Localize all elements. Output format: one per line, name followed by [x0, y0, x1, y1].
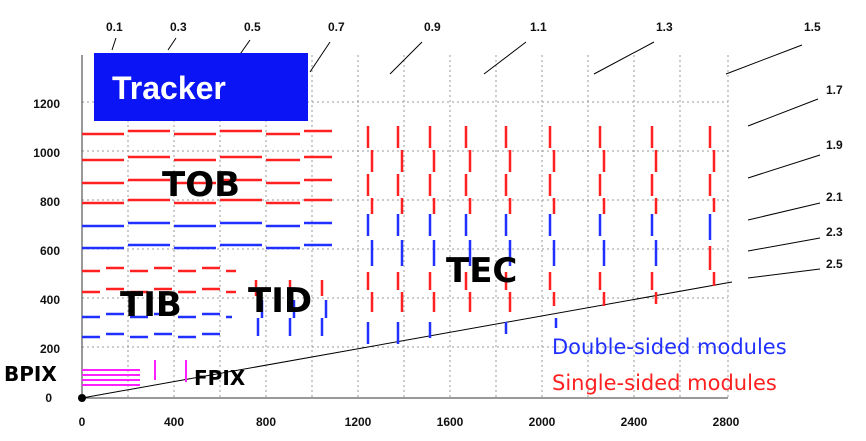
pixel-modules [82, 360, 187, 386]
x-tick-2000: 2000 [529, 415, 556, 429]
y-tick-1000: 1000 [33, 146, 60, 160]
eta-label-0.5: 0.5 [244, 20, 261, 34]
legend-single-sided: Single-sided modules [552, 371, 777, 395]
title-box [94, 53, 308, 121]
x-tick-0: 0 [79, 415, 86, 429]
label-fpix: FPIX [194, 366, 246, 390]
eta-label-1.9: 1.9 [826, 138, 843, 152]
eta-label-1.3: 1.3 [656, 20, 673, 34]
title: Tracker [112, 70, 226, 106]
eta-lines [111, 37, 821, 279]
tob-modules [82, 129, 332, 250]
eta-label-1.7: 1.7 [826, 83, 843, 97]
label-bpix: BPIX [4, 362, 57, 386]
y-axis-ticks: 0 200 400 600 800 1000 1200 [33, 97, 60, 405]
region-labels: TOB TIB TID TEC BPIX FPIX [4, 165, 517, 390]
eta-label-0.7: 0.7 [328, 20, 345, 34]
eta-label-1.1: 1.1 [530, 20, 547, 34]
y-tick-600: 600 [40, 244, 60, 258]
legend: Double-sided modules Single-sided module… [552, 335, 787, 395]
label-tec: TEC [446, 251, 517, 291]
label-tid: TID [248, 281, 312, 321]
legend-double-sided: Double-sided modules [552, 335, 787, 359]
eta-label-2.5: 2.5 [826, 257, 843, 271]
y-tick-400: 400 [40, 293, 60, 307]
x-tick-1200: 1200 [345, 415, 372, 429]
acceptance-line [81, 281, 733, 399]
origin-dot [78, 394, 86, 402]
tib-modules [82, 266, 236, 339]
eta-label-2.1: 2.1 [826, 190, 843, 204]
x-tick-1600: 1600 [437, 415, 464, 429]
eta-label-2.3: 2.3 [826, 225, 843, 239]
eta-label-1.5: 1.5 [804, 20, 821, 34]
eta-label-0.1: 0.1 [106, 20, 123, 34]
y-tick-800: 800 [40, 195, 60, 209]
eta-label-0.3: 0.3 [170, 20, 187, 34]
label-tob: TOB [162, 165, 240, 205]
x-tick-2400: 2400 [621, 415, 648, 429]
x-tick-2800: 2800 [713, 415, 740, 429]
x-tick-400: 400 [164, 415, 184, 429]
tec-modules [366, 126, 716, 344]
label-tib: TIB [120, 285, 182, 325]
x-axis-ticks: 0 400 800 1200 1600 2000 2400 2800 [79, 415, 740, 429]
y-tick-1200: 1200 [33, 97, 60, 111]
eta-labels: 0.1 0.3 0.5 0.7 0.9 1.1 1.3 1.5 1.7 1.9 … [106, 20, 843, 271]
tid-modules [254, 280, 328, 336]
eta-label-0.9: 0.9 [424, 20, 441, 34]
y-tick-0: 0 [45, 391, 52, 405]
x-tick-800: 800 [256, 415, 276, 429]
y-tick-200: 200 [40, 342, 60, 356]
